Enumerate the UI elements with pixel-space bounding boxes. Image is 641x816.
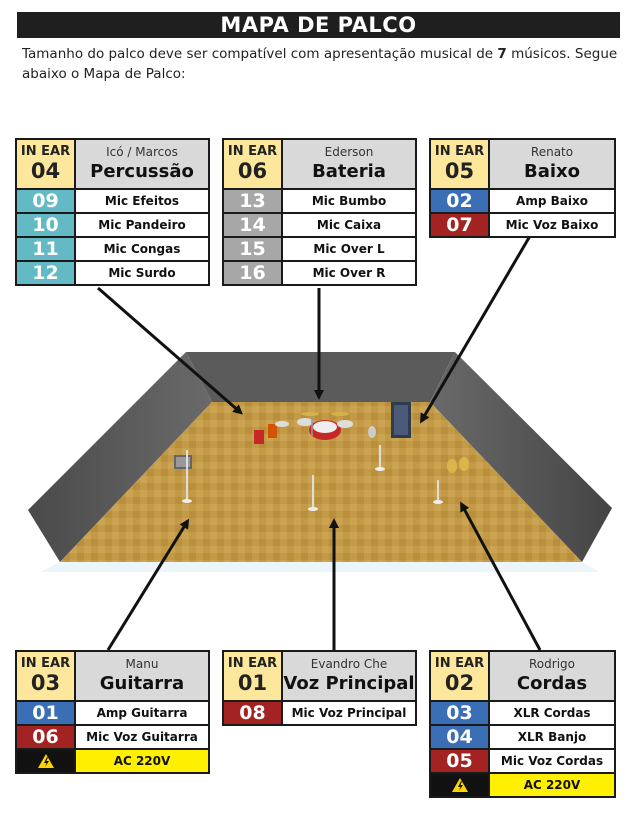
- in-ear-number: 06: [237, 159, 268, 183]
- instrument-name: Guitarra: [99, 672, 185, 694]
- intro-text-after: músicos. Segue abaixo o Mapa de Palco:: [22, 46, 618, 82]
- guitar-box: IN EAR 03 Manu Guitarra 01 Amp Guitarra 06 M…: [15, 650, 210, 774]
- instrument-name: Bateria: [312, 160, 386, 182]
- power-label: AC 220V: [76, 750, 208, 772]
- in-ear-number: 01: [237, 671, 268, 695]
- power-label: AC 220V: [490, 774, 614, 796]
- power-row: AC 220V: [17, 750, 208, 772]
- channel-row: 10 Mic Pandeiro: [17, 214, 208, 236]
- channel-row: 16 Mic Over R: [224, 262, 415, 284]
- strings-box: IN EAR 02 Rodrigo Cordas 03 XLR Cordas 04 XL…: [429, 650, 616, 798]
- mic-stands: [186, 445, 439, 508]
- high-voltage-icon: [17, 750, 74, 772]
- musician-count: 7: [497, 46, 507, 62]
- in-ear-number: 04: [30, 159, 61, 183]
- channel-row: 07 Mic Voz Baixo: [431, 214, 614, 236]
- channel-row: 04 XLR Banjo: [431, 726, 614, 748]
- musician-name: Icó / Marcos: [106, 144, 178, 159]
- percussion-box: IN EAR 04 Icó / Marcos Percussão 09 Mic Efe…: [15, 138, 210, 286]
- musician-name: Renato: [530, 144, 574, 159]
- channel-row: 14 Mic Caixa: [224, 214, 415, 236]
- channel-row: 02 Amp Baixo: [431, 190, 614, 212]
- in-ear-cell: IN EAR 06: [224, 140, 281, 188]
- vocal-box: IN EAR 01 Evandro Che Voz Principal 08 Mic …: [222, 650, 417, 726]
- page-title: MAPA DE PALCO: [17, 12, 620, 38]
- guitars: [368, 426, 469, 473]
- channel-row: 09 Mic Efeitos: [17, 190, 208, 212]
- channel-row: 08 Mic Voz Principal: [224, 702, 415, 724]
- in-ear-number: 03: [30, 671, 61, 695]
- power-row: AC 220V: [431, 774, 614, 796]
- high-voltage-icon: [431, 774, 488, 796]
- channel-row: 01 Amp Guitarra: [17, 702, 208, 724]
- stage-right-wall: [430, 352, 612, 562]
- musician-name: Manu: [125, 656, 159, 671]
- percussion-set: [254, 421, 289, 444]
- in-ear-cell: IN EAR 05: [431, 140, 488, 188]
- instrument-name: Voz Principal: [283, 672, 415, 694]
- intro-text: Tamanho do palco deve ser compatível com…: [22, 44, 622, 84]
- instrument-name: Percussão: [90, 160, 194, 182]
- channel-row: 05 Mic Voz Cordas: [431, 750, 614, 772]
- arrows: [97, 235, 542, 651]
- channel-row: 06 Mic Voz Guitarra: [17, 726, 208, 748]
- in-ear-number: 02: [444, 671, 475, 695]
- channel-row: 15 Mic Over L: [224, 238, 415, 260]
- channel-row: 13 Mic Bumbo: [224, 190, 415, 212]
- stage-floor: [60, 402, 582, 562]
- intro-text-before: Tamanho do palco deve ser compatível com…: [22, 46, 498, 62]
- instrument-name: Cordas: [516, 672, 588, 694]
- in-ear-cell: IN EAR 04: [17, 140, 74, 188]
- musician-name: Ederson: [324, 144, 374, 159]
- in-ear-number: 05: [444, 159, 475, 183]
- in-ear-cell: IN EAR 01: [224, 652, 281, 700]
- drums-box: IN EAR 06 Ederson Bateria 13 Mic Bumbo 14 Mi…: [222, 138, 417, 286]
- channel-row: 12 Mic Surdo: [17, 262, 208, 284]
- guitar-amp: [174, 455, 192, 469]
- channel-row: 11 Mic Congas: [17, 238, 208, 260]
- bass-amp: [391, 402, 411, 438]
- in-ear-cell: IN EAR 03: [17, 652, 74, 700]
- stage-left-wall: [28, 352, 212, 562]
- bass-box: IN EAR 05 Renato Baixo 02 Amp Baixo 07 Mic V…: [429, 138, 616, 238]
- musician-name: Rodrigo: [529, 656, 575, 671]
- in-ear-cell: IN EAR 02: [431, 652, 488, 700]
- instrument-name: Baixo: [523, 160, 580, 182]
- channel-row: 03 XLR Cordas: [431, 702, 614, 724]
- musician-name: Evandro Che: [310, 656, 388, 671]
- drum-kit: [297, 412, 353, 440]
